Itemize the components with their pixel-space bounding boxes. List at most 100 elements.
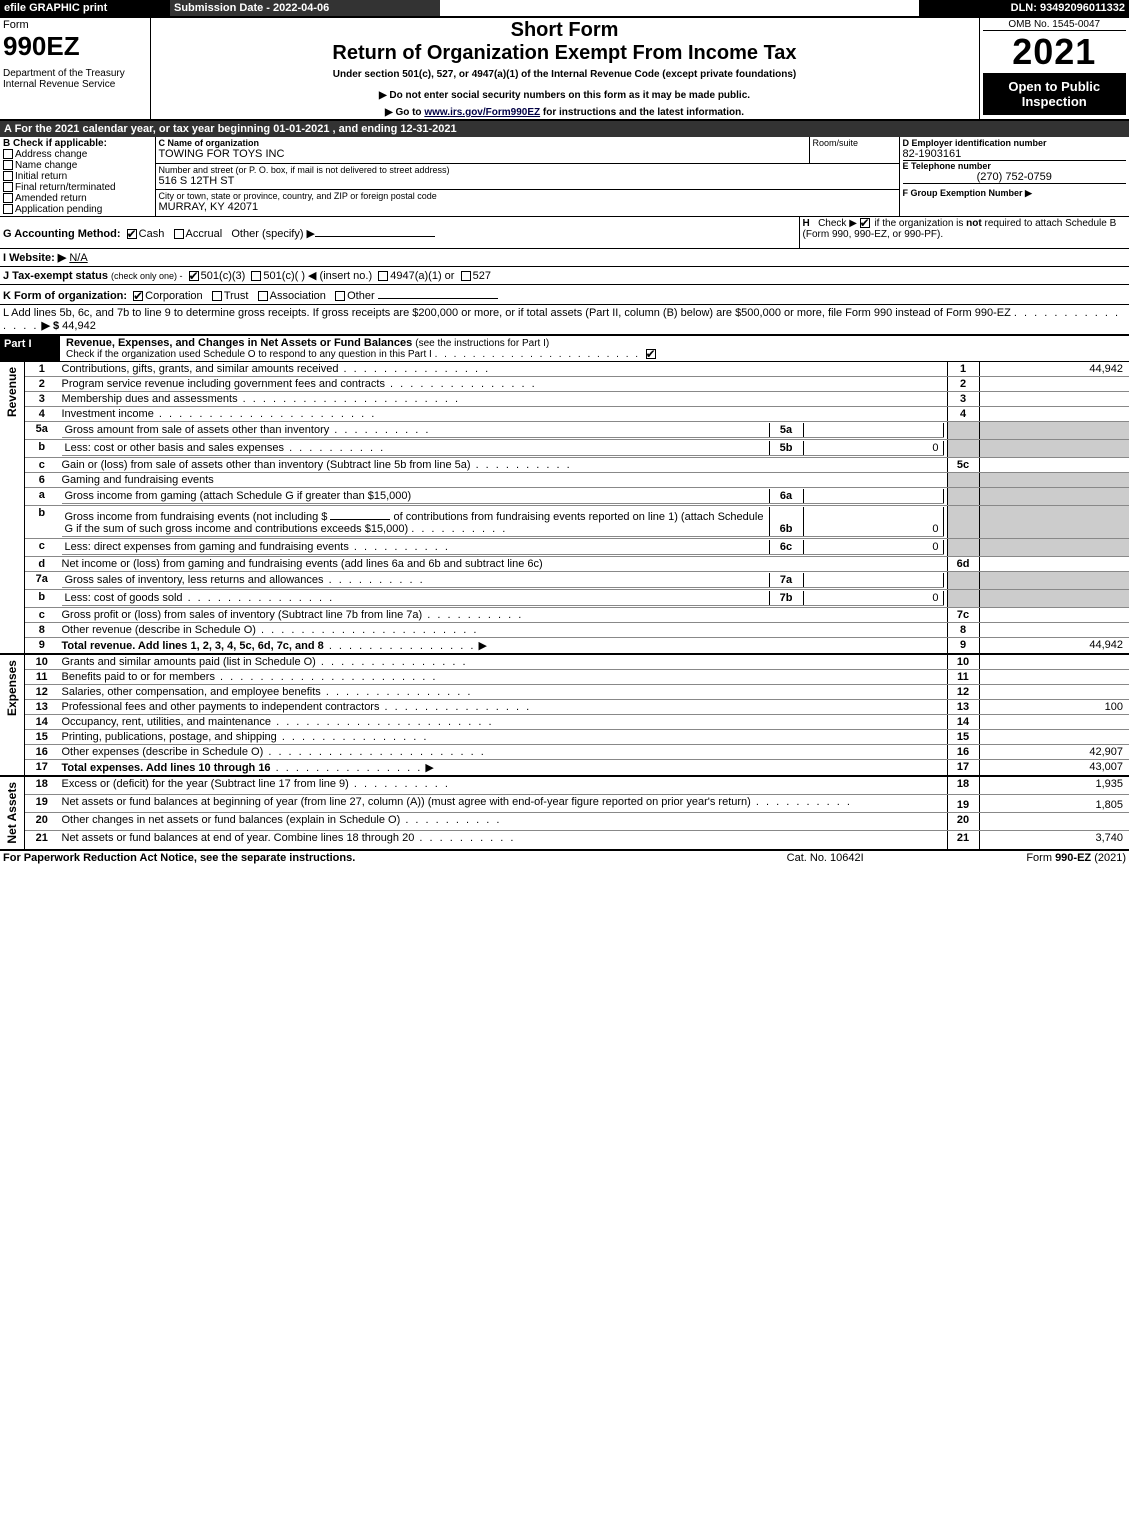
other-specify-line[interactable] [315, 225, 435, 237]
line-k: K Form of organization: Corporation Trus… [0, 285, 1129, 305]
j-a: 501(c)(3) [201, 270, 246, 282]
ln-3-n: 3 [25, 392, 59, 407]
footer-left: For Paperwork Reduction Act Notice, see … [0, 851, 739, 865]
chk-address-change[interactable] [3, 149, 13, 159]
ln-7c-v [979, 608, 1129, 623]
footer-right-c: (2021) [1094, 852, 1126, 864]
ssn-warning: ▶ Do not enter social security numbers o… [154, 90, 976, 101]
ln-2-num: 2 [947, 377, 979, 392]
ln-19-v: 1,805 [979, 795, 1129, 813]
chk-name-change[interactable] [3, 160, 13, 170]
chk-501c3[interactable] [189, 271, 199, 281]
ln-7a-sv [803, 573, 943, 588]
ln-7b-sn: 7b [769, 591, 803, 606]
irs-link[interactable]: www.irs.gov/Form990EZ [424, 107, 540, 118]
chk-schedule-b[interactable] [860, 218, 870, 228]
chk-amended-return[interactable] [3, 193, 13, 203]
g-cash: Cash [139, 228, 165, 240]
ln-7b-t: Less: cost of goods sold [65, 592, 183, 604]
form-number: 990EZ [3, 31, 147, 62]
ln-16-n: 16 [25, 745, 59, 760]
ln-5c-v [979, 458, 1129, 473]
ln-8-v [979, 623, 1129, 638]
ein: 82-1903161 [903, 148, 1127, 161]
revenue-label: Revenue [3, 363, 21, 421]
ln-13-num: 13 [947, 700, 979, 715]
ln-5c-num: 5c [947, 458, 979, 473]
page-footer: For Paperwork Reduction Act Notice, see … [0, 851, 1129, 865]
efile-print[interactable]: efile GRAPHIC print [0, 0, 170, 17]
k-corp: Corporation [145, 290, 202, 302]
ln-17-arrow: ▶ [425, 762, 433, 774]
chk-corporation[interactable] [133, 291, 143, 301]
ln-10-n: 10 [25, 654, 59, 670]
dept-treasury: Department of the Treasury Internal Reve… [3, 68, 147, 90]
chk-other-org[interactable] [335, 291, 345, 301]
ln-6d-t: Net income or (loss) from gaming and fun… [62, 558, 543, 570]
ln-5a-t: Gross amount from sale of assets other t… [65, 424, 330, 436]
ln-16-t: Other expenses (describe in Schedule O) [62, 746, 264, 758]
ln-5b-t: Less: cost or other basis and sales expe… [65, 442, 285, 454]
chk-schedule-o[interactable] [646, 349, 656, 359]
g-label: G Accounting Method: [3, 228, 121, 240]
ln-6c-n: c [25, 539, 59, 557]
part1-header: Part I Revenue, Expenses, and Changes in… [0, 336, 1129, 362]
chk-accrual[interactable] [174, 229, 184, 239]
ln-15-n: 15 [25, 730, 59, 745]
chk-initial-return[interactable] [3, 171, 13, 181]
ln-17-t: Total expenses. Add lines 10 through 16 [62, 762, 271, 774]
chk-application-pending[interactable] [3, 204, 13, 214]
ln-19-num: 19 [947, 795, 979, 813]
ln-14-t: Occupancy, rent, utilities, and maintena… [62, 716, 272, 728]
goto-line: ▶ Go to www.irs.gov/Form990EZ for instru… [154, 107, 976, 118]
ln-18-t: Excess or (deficit) for the year (Subtra… [62, 778, 349, 790]
goto-prefix: ▶ Go to [385, 107, 424, 118]
ln-6b-blank[interactable] [330, 508, 390, 520]
ln-15-t: Printing, publications, postage, and shi… [62, 731, 277, 743]
ln-4-n: 4 [25, 407, 59, 422]
ln-6c-sn: 6c [769, 540, 803, 555]
ln-13-v: 100 [979, 700, 1129, 715]
ln-9-t: Total revenue. Add lines 1, 2, 3, 4, 5c,… [62, 640, 324, 652]
ln-5a-n: 5a [25, 422, 59, 440]
ln-6-n: 6 [25, 473, 59, 488]
ln-6b-sv: 0 [803, 507, 943, 537]
ln-10-num: 10 [947, 654, 979, 670]
h-text2: if the organization is [874, 218, 966, 229]
ln-4-num: 4 [947, 407, 979, 422]
f-label: F Group Exemption Number ▶ [903, 188, 1127, 199]
g-h-row: G Accounting Method: Cash Accrual Other … [0, 217, 1129, 249]
ln-3-t: Membership dues and assessments [62, 393, 238, 405]
ln-20-t: Other changes in net assets or fund bala… [62, 814, 401, 826]
chk-527[interactable] [461, 271, 471, 281]
chk-cash[interactable] [127, 229, 137, 239]
j-label: J Tax-exempt status [3, 270, 108, 282]
ln-9-num: 9 [947, 638, 979, 655]
ln-2-t: Program service revenue including govern… [62, 378, 385, 390]
chk-trust[interactable] [212, 291, 222, 301]
b-opt-0: Address change [15, 149, 87, 160]
chk-association[interactable] [258, 291, 268, 301]
ln-6a-n: a [25, 488, 59, 506]
ln-7c-t: Gross profit or (loss) from sales of inv… [62, 609, 423, 621]
chk-501c[interactable] [251, 271, 261, 281]
entity-block: B Check if applicable: Address change Na… [0, 137, 1129, 217]
h-not: not [966, 218, 982, 229]
ln-18-num: 18 [947, 776, 979, 795]
chk-4947[interactable] [378, 271, 388, 281]
chk-final-return[interactable] [3, 182, 13, 192]
phone: (270) 752-0759 [903, 171, 1127, 184]
ln-12-n: 12 [25, 685, 59, 700]
city-state-zip: MURRAY, KY 42071 [159, 201, 896, 213]
ln-2-v [979, 377, 1129, 392]
footer-mid: Cat. No. 10642I [739, 851, 910, 865]
k-other-line[interactable] [378, 287, 498, 299]
e-label: E Telephone number [903, 161, 1127, 171]
main-title: Return of Organization Exempt From Incom… [154, 42, 976, 65]
ln-16-num: 16 [947, 745, 979, 760]
ln-7a-n: 7a [25, 572, 59, 590]
ln-16-v: 42,907 [979, 745, 1129, 760]
ln-5b-sv: 0 [803, 441, 943, 456]
ln-7a-sn: 7a [769, 573, 803, 588]
ln-18-v: 1,935 [979, 776, 1129, 795]
